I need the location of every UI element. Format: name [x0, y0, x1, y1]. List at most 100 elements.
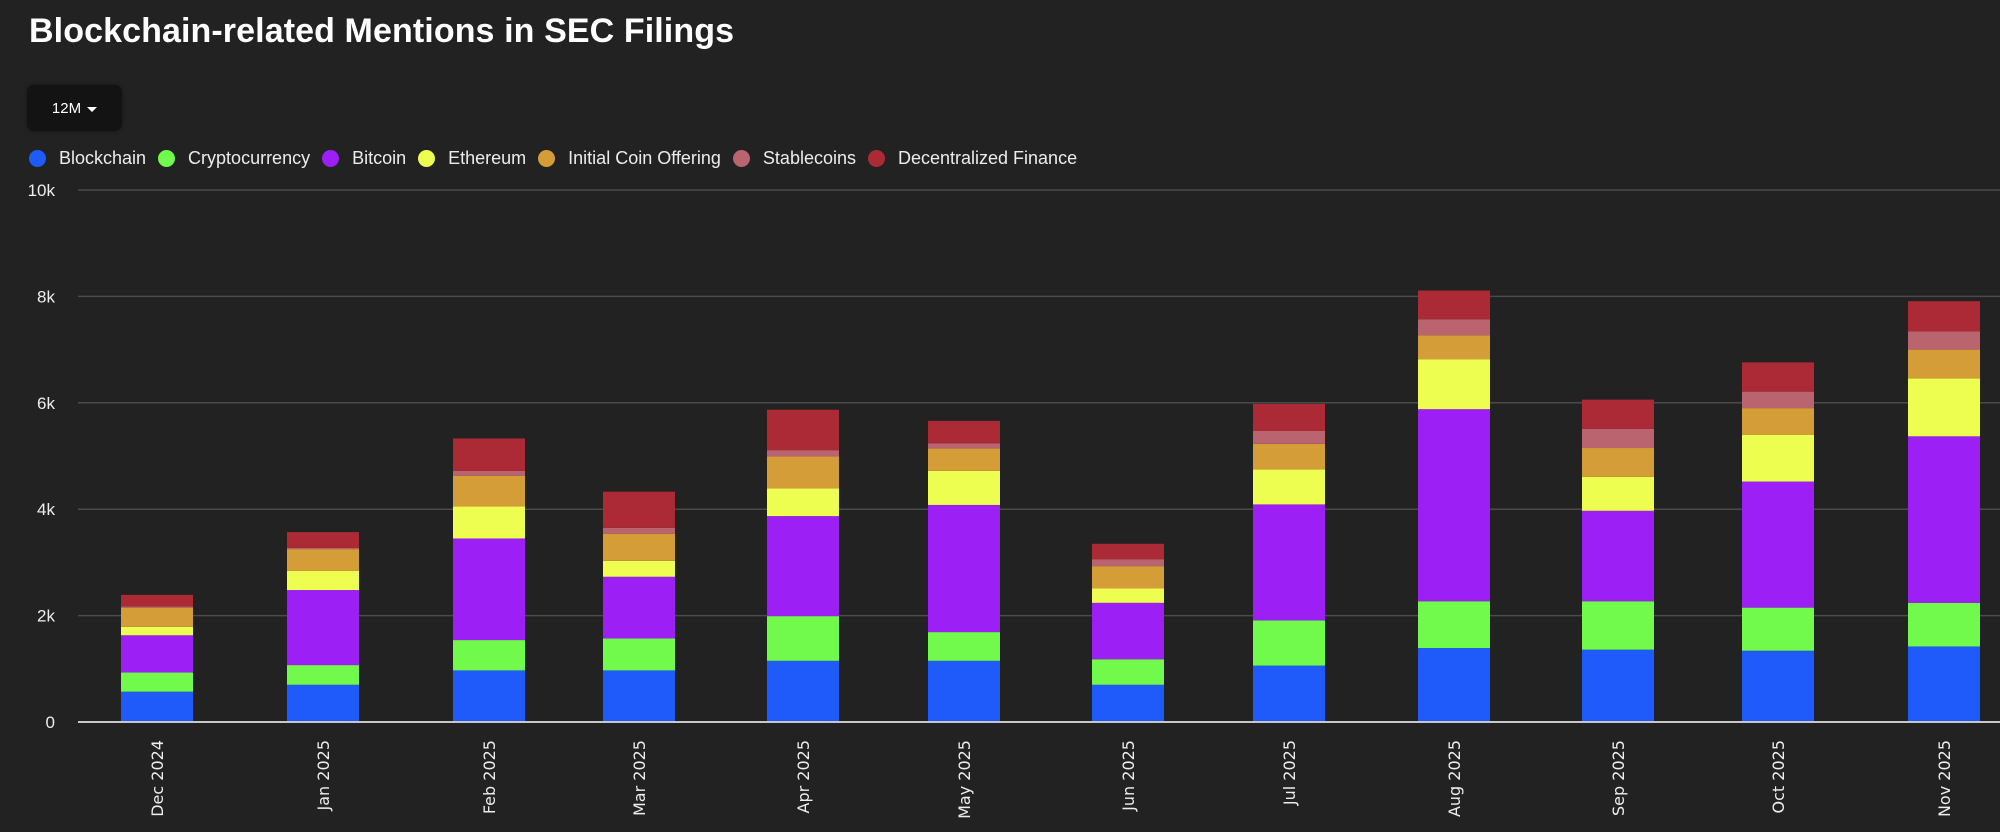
bar-segment-blockchain[interactable] — [121, 691, 193, 722]
bar-segment-decentralized-finance[interactable] — [767, 409, 839, 451]
bar-segment-blockchain[interactable] — [1582, 649, 1654, 722]
bar-segment-initial-coin-offering[interactable] — [603, 533, 675, 561]
bar-segment-initial-coin-offering[interactable] — [121, 607, 193, 627]
bar-stack[interactable] — [1908, 301, 1980, 722]
bar-segment-cryptocurrency[interactable] — [928, 632, 1000, 661]
bar-segment-ethereum[interactable] — [1418, 359, 1490, 410]
bar-segment-initial-coin-offering[interactable] — [1742, 408, 1814, 435]
bar-segment-bitcoin[interactable] — [1908, 436, 1980, 603]
bar-segment-bitcoin[interactable] — [1742, 481, 1814, 608]
legend-item-bitcoin[interactable]: Bitcoin — [322, 148, 406, 169]
bar-segment-blockchain[interactable] — [603, 670, 675, 722]
bar-segment-decentralized-finance[interactable] — [1908, 301, 1980, 332]
bar-stack[interactable] — [453, 438, 525, 722]
bar-segment-blockchain[interactable] — [767, 660, 839, 722]
bar-segment-cryptocurrency[interactable] — [1742, 607, 1814, 651]
bar-segment-ethereum[interactable] — [928, 470, 1000, 505]
legend-item-stablecoins[interactable]: Stablecoins — [732, 148, 856, 169]
bar-segment-decentralized-finance[interactable] — [928, 420, 1000, 444]
bar-segment-stablecoins[interactable] — [287, 548, 359, 550]
bar-segment-blockchain[interactable] — [1742, 650, 1814, 722]
bar-segment-bitcoin[interactable] — [287, 590, 359, 666]
bar-segment-bitcoin[interactable] — [453, 538, 525, 641]
bar-segment-bitcoin[interactable] — [603, 576, 675, 639]
bar-segment-decentralized-finance[interactable] — [121, 594, 193, 607]
bar-segment-stablecoins[interactable] — [767, 450, 839, 457]
bar-segment-blockchain[interactable] — [1253, 665, 1325, 722]
legend-item-cryptocurrency[interactable]: Cryptocurrency — [158, 148, 310, 169]
bar-segment-initial-coin-offering[interactable] — [1418, 335, 1490, 360]
bar-segment-cryptocurrency[interactable] — [603, 638, 675, 671]
bar-stack[interactable] — [928, 420, 1000, 722]
bar-stack[interactable] — [1742, 362, 1814, 722]
bar-segment-ethereum[interactable] — [121, 626, 193, 636]
bar-stack[interactable] — [603, 491, 675, 722]
bar-stack[interactable] — [1253, 403, 1325, 722]
bar-segment-bitcoin[interactable] — [1253, 504, 1325, 621]
bar-segment-decentralized-finance[interactable] — [453, 438, 525, 471]
bar-segment-stablecoins[interactable] — [1253, 430, 1325, 444]
bar-segment-bitcoin[interactable] — [1418, 409, 1490, 602]
bar-segment-ethereum[interactable] — [1253, 469, 1325, 505]
bar-segment-ethereum[interactable] — [1092, 588, 1164, 603]
bar-stack[interactable] — [1092, 543, 1164, 722]
bar-segment-stablecoins[interactable] — [453, 470, 525, 476]
bar-segment-initial-coin-offering[interactable] — [1092, 566, 1164, 589]
bar-segment-ethereum[interactable] — [1742, 434, 1814, 482]
bar-segment-stablecoins[interactable] — [1092, 559, 1164, 567]
bar-segment-blockchain[interactable] — [928, 660, 1000, 722]
bar-segment-cryptocurrency[interactable] — [453, 640, 525, 671]
legend-item-decentralized-finance[interactable]: Decentralized Finance — [867, 148, 1077, 169]
bar-segment-decentralized-finance[interactable] — [1742, 362, 1814, 392]
legend-item-ethereum[interactable]: Ethereum — [418, 148, 526, 169]
bar-segment-stablecoins[interactable] — [121, 606, 193, 608]
bar-segment-ethereum[interactable] — [767, 488, 839, 517]
bar-segment-initial-coin-offering[interactable] — [453, 475, 525, 507]
bar-stack[interactable] — [1418, 290, 1490, 722]
bar-segment-cryptocurrency[interactable] — [767, 616, 839, 661]
bar-segment-initial-coin-offering[interactable] — [767, 456, 839, 489]
bar-segment-initial-coin-offering[interactable] — [1582, 448, 1654, 477]
bar-segment-cryptocurrency[interactable] — [1418, 601, 1490, 649]
bar-segment-ethereum[interactable] — [1908, 378, 1980, 437]
bar-segment-blockchain[interactable] — [453, 670, 525, 722]
bar-segment-cryptocurrency[interactable] — [1582, 601, 1654, 650]
bar-segment-stablecoins[interactable] — [1582, 428, 1654, 449]
bar-segment-cryptocurrency[interactable] — [287, 665, 359, 685]
bar-segment-decentralized-finance[interactable] — [1092, 543, 1164, 560]
bar-stack[interactable] — [121, 594, 193, 722]
bar-segment-blockchain[interactable] — [287, 684, 359, 722]
bar-segment-stablecoins[interactable] — [603, 527, 675, 534]
bar-segment-bitcoin[interactable] — [767, 516, 839, 617]
bar-segment-blockchain[interactable] — [1092, 684, 1164, 722]
bar-segment-ethereum[interactable] — [453, 506, 525, 539]
bar-segment-decentralized-finance[interactable] — [1418, 290, 1490, 320]
legend-item-initial-coin-offering[interactable]: Initial Coin Offering — [538, 148, 721, 169]
bar-segment-blockchain[interactable] — [1418, 648, 1490, 722]
bar-segment-decentralized-finance[interactable] — [287, 532, 359, 549]
bar-segment-initial-coin-offering[interactable] — [1908, 349, 1980, 379]
bar-segment-initial-coin-offering[interactable] — [928, 448, 1000, 471]
bar-segment-ethereum[interactable] — [287, 570, 359, 591]
bar-segment-initial-coin-offering[interactable] — [287, 549, 359, 571]
bar-segment-bitcoin[interactable] — [1092, 602, 1164, 660]
bar-stack[interactable] — [767, 409, 839, 722]
bar-segment-bitcoin[interactable] — [1582, 510, 1654, 602]
bar-segment-decentralized-finance[interactable] — [1253, 403, 1325, 431]
bar-segment-cryptocurrency[interactable] — [1253, 620, 1325, 666]
bar-segment-bitcoin[interactable] — [928, 504, 1000, 633]
bar-segment-decentralized-finance[interactable] — [603, 491, 675, 528]
bar-segment-blockchain[interactable] — [1908, 646, 1980, 722]
bar-stack[interactable] — [287, 532, 359, 722]
bar-segment-stablecoins[interactable] — [928, 443, 1000, 449]
bar-segment-cryptocurrency[interactable] — [1092, 659, 1164, 685]
bar-segment-ethereum[interactable] — [1582, 476, 1654, 511]
bar-segment-ethereum[interactable] — [603, 560, 675, 577]
bar-segment-initial-coin-offering[interactable] — [1253, 443, 1325, 470]
bar-segment-stablecoins[interactable] — [1418, 319, 1490, 336]
bar-segment-cryptocurrency[interactable] — [121, 672, 193, 692]
bar-segment-cryptocurrency[interactable] — [1908, 602, 1980, 647]
bar-segment-bitcoin[interactable] — [121, 635, 193, 673]
bar-segment-stablecoins[interactable] — [1908, 331, 1980, 350]
time-range-dropdown[interactable]: 12M — [27, 85, 122, 131]
